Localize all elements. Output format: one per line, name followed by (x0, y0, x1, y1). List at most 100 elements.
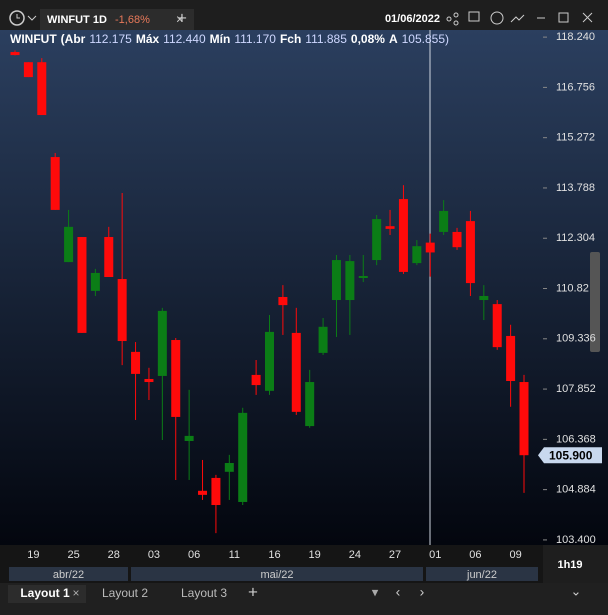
candle-body (144, 378, 154, 383)
y-tick-label: 106.368 (556, 433, 596, 445)
info-value: 111.885 (305, 32, 347, 46)
add-layout[interactable]: + (248, 582, 258, 601)
candle-body (251, 374, 261, 386)
candle-body (131, 351, 141, 374)
info-label: (Abr (61, 32, 86, 46)
y-tick-label: 116.756 (556, 81, 595, 93)
candle-body (452, 231, 462, 248)
y-tick-label: 107.852 (556, 383, 596, 395)
candle-body (238, 412, 248, 502)
y-tick-label: 113.788 (556, 182, 595, 194)
candle-body (506, 335, 516, 382)
scroll-right[interactable]: › (420, 584, 425, 600)
last-price-label: 105.900 (549, 448, 593, 462)
candle-body (465, 221, 475, 284)
candle-body (398, 199, 408, 272)
candle-body (64, 226, 74, 263)
candle-body (50, 157, 60, 210)
y-tick-label: 110.82 (556, 282, 589, 294)
candle-body (385, 226, 395, 229)
candle-body (412, 246, 422, 264)
info-label: 0,08% (351, 32, 385, 46)
candle-body (184, 435, 194, 441)
month-band (131, 567, 423, 581)
dropdown[interactable] (27, 15, 37, 21)
candle-body (171, 340, 181, 417)
x-tick-label: 03 (148, 549, 160, 561)
candle-body (439, 210, 449, 232)
x-tick-label: 09 (509, 549, 521, 561)
candle-body (211, 477, 221, 506)
info-value: 111.170 (234, 32, 276, 46)
add-tab[interactable]: + (177, 8, 187, 27)
month-band (426, 567, 538, 581)
candle-body (157, 310, 167, 376)
clock-icon[interactable] (9, 10, 25, 26)
candle-body (305, 382, 315, 427)
y-tick-label: 104.884 (556, 484, 596, 496)
candle-body (358, 275, 368, 279)
y-tick-label: 109.336 (556, 333, 596, 345)
x-tick-label: 28 (108, 549, 120, 561)
candle-body (224, 463, 234, 472)
y-tick-label: 115.272 (556, 132, 595, 144)
corner (543, 545, 608, 583)
layout-tab[interactable]: Layout 2 (102, 586, 148, 600)
info-value: 112.175 (89, 32, 132, 46)
layout-tab[interactable]: Layout 1 (20, 586, 70, 600)
candle-body (10, 52, 20, 56)
x-tick-label: 06 (469, 549, 481, 561)
y-tick-label: 118.240 (556, 31, 595, 43)
tab-change: -1,68% (115, 14, 150, 26)
month-band (9, 567, 128, 581)
tab[interactable] (40, 9, 194, 30)
candle-body (372, 219, 382, 261)
x-tick-label: 01 (429, 549, 441, 561)
ohlc-info: WINFUT (Abr 112.175 Máx 112.440 Mín 111.170 Fch… (10, 32, 449, 46)
candle-body (90, 272, 100, 291)
x-tick-label: 19 (309, 549, 321, 561)
month-label: abr/22 (53, 569, 84, 581)
candle-body (77, 237, 87, 333)
tab-close[interactable]: × (176, 11, 184, 26)
candle-body (479, 295, 489, 301)
info-label: A (389, 32, 398, 46)
clock-hand (16, 14, 20, 19)
info-value: 105.855) (402, 32, 449, 46)
x-tick-label: 19 (27, 549, 39, 561)
info-label: Máx (136, 32, 160, 46)
interval[interactable]: 1h19 (557, 559, 582, 571)
x-tick-label: 25 (67, 549, 79, 561)
candle-body (23, 62, 33, 78)
x-tick-label: 06 (188, 549, 200, 561)
menu[interactable]: ⌄ (571, 583, 582, 598)
symbol: WINFUT (10, 32, 57, 46)
candle-body (265, 331, 274, 391)
x-tick-label: 11 (229, 549, 240, 561)
tabbar (0, 583, 608, 615)
toolbar-icons[interactable] (446, 11, 593, 26)
candle-body (37, 62, 47, 116)
month-label: jun/22 (466, 569, 497, 581)
candle-body (278, 296, 288, 306)
layout-tab[interactable]: Layout 3 (181, 586, 227, 600)
scrollbar[interactable] (590, 252, 600, 352)
candle-body (117, 279, 127, 342)
candle-body (318, 326, 328, 353)
info-label: Fch (280, 32, 301, 46)
active-tab[interactable] (8, 585, 86, 603)
candle-body (291, 332, 301, 412)
last-price-tag (538, 447, 602, 464)
date: 01/06/2022 (385, 13, 440, 25)
info-label: Mín (210, 32, 231, 46)
month-label: mai/22 (260, 569, 293, 581)
close-tab[interactable]: × (72, 586, 79, 600)
scroll-left[interactable]: ‹ (396, 584, 401, 600)
candle-body (198, 490, 208, 495)
tab-title: WINFUT 1D (47, 14, 107, 26)
y-tick-label: 103.400 (556, 534, 596, 546)
candle-body (104, 237, 114, 277)
tabs-down[interactable]: ▾ (372, 584, 379, 599)
